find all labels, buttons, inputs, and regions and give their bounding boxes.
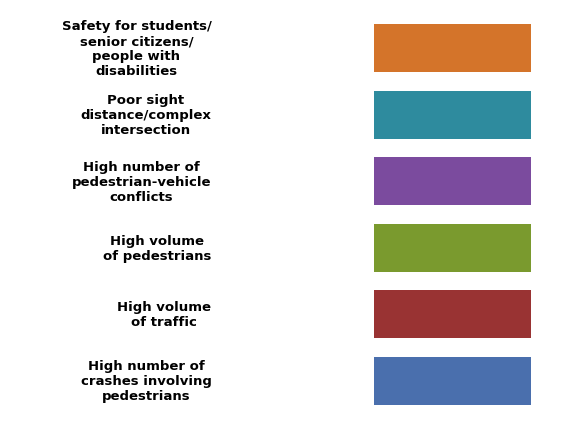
Bar: [374, 26, 571, 73]
Bar: [374, 225, 571, 272]
Bar: [374, 291, 571, 339]
Bar: [374, 357, 571, 405]
Bar: [374, 158, 571, 206]
Bar: [374, 92, 571, 139]
